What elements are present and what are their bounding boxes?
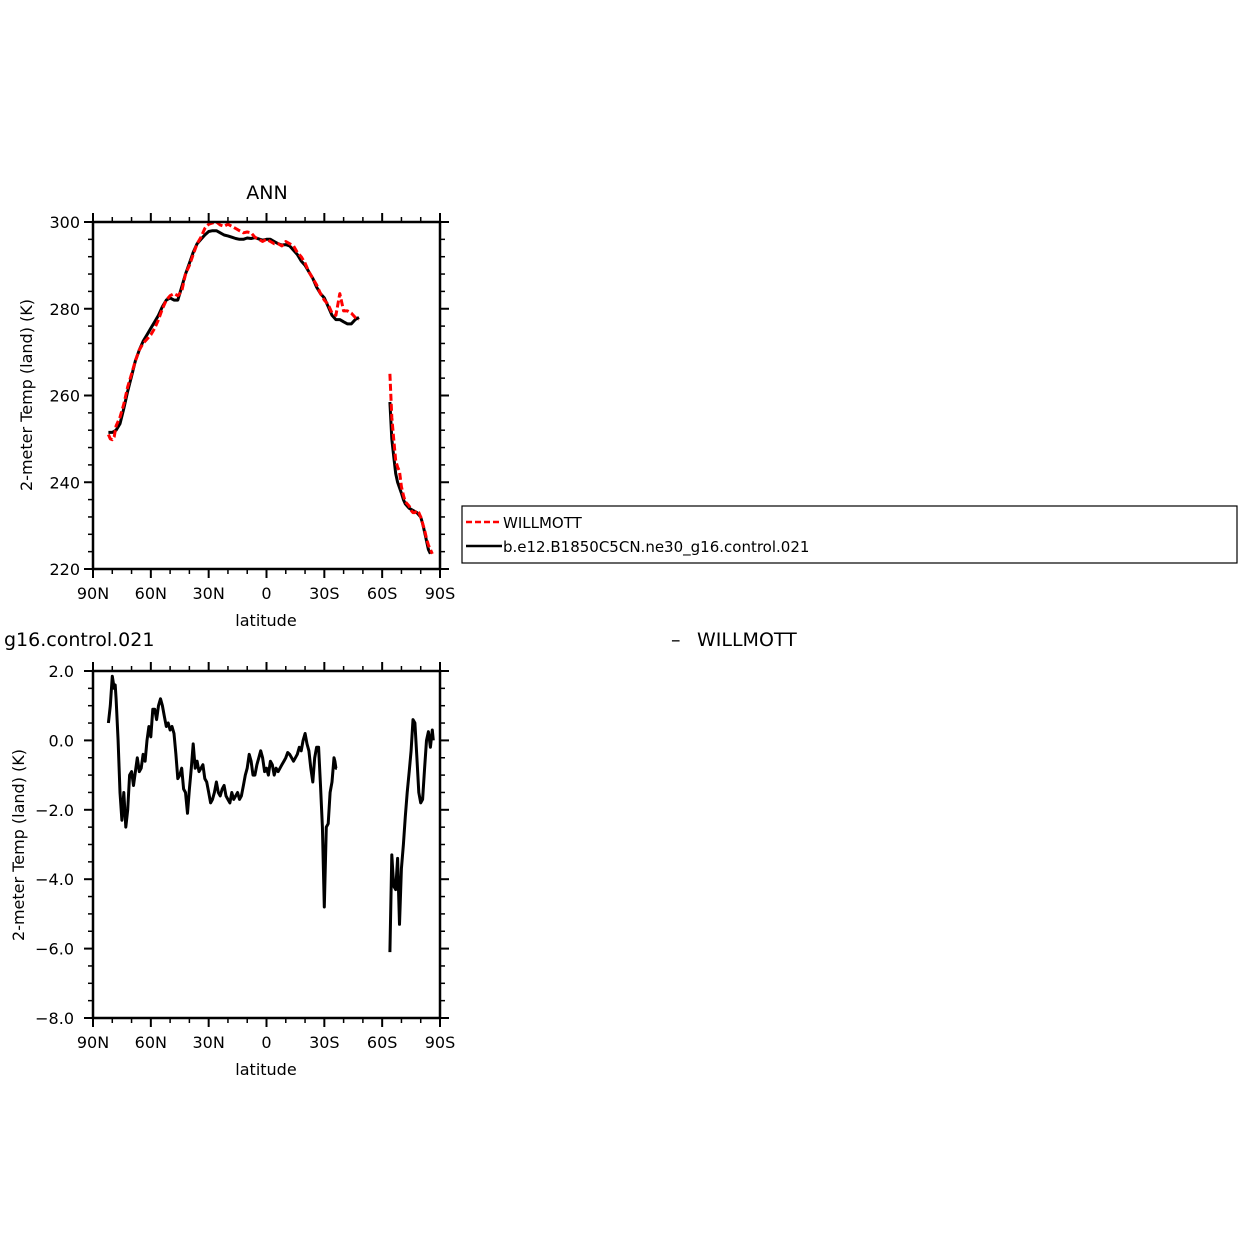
chart-top-xlabel: latitude xyxy=(235,611,296,630)
chart-top-ytick-label: 260 xyxy=(49,387,80,406)
chart-bottom-series-line-control xyxy=(388,718,435,953)
chart-top-xtick-label: 90S xyxy=(425,584,456,603)
legend-box xyxy=(461,505,1238,564)
chart-top-xtick-label: 60N xyxy=(135,584,167,603)
chart-top-ylabel: 2-meter Temp (land) (K) xyxy=(17,299,36,491)
chart-top-title: ANN xyxy=(246,182,287,204)
chart-bottom-xtick-label: 30N xyxy=(193,1033,225,1052)
chart-bottom-series-line-control xyxy=(106,674,338,909)
chart-bottom: g16.control.021 – WILLMOTT latitude 2-me… xyxy=(4,629,797,1079)
legend-label-willmott: WILLMOTT xyxy=(503,514,583,532)
chart-top-xtick-label: 60S xyxy=(367,584,398,603)
chart-top-xtick-label: 0 xyxy=(261,584,271,603)
chart-top-series xyxy=(107,220,434,555)
chart-top-frame xyxy=(91,220,442,571)
chart-bottom-ytick-label: 0.0 xyxy=(49,731,74,750)
chart-top-ytick-label: 240 xyxy=(49,473,80,492)
chart-bottom-xtick-label: 90S xyxy=(425,1033,456,1052)
chart-top-legend: WILLMOTT b.e12.B1850C5CN.ne30_g16.contro… xyxy=(461,505,1238,564)
chart-top: ANN latitude 2-meter Temp (land) (K) 90N… xyxy=(17,182,1238,630)
chart-bottom-ytick-label: −6.0 xyxy=(35,940,74,959)
chart-top-ytick-label: 300 xyxy=(49,213,80,232)
chart-top-series-line-willmott xyxy=(107,220,360,442)
chart-top-series-line-control xyxy=(108,229,360,434)
chart-bottom-xtick-label: 0 xyxy=(261,1033,271,1052)
chart-bottom-ytick-label: 2.0 xyxy=(49,662,74,681)
chart-top-ytick-label: 220 xyxy=(49,560,80,579)
chart-bottom-ytick-label: −8.0 xyxy=(35,1009,74,1028)
legend-label-control: b.e12.B1850C5CN.ne30_g16.control.021 xyxy=(503,538,809,557)
chart-top-xtick-label: 30N xyxy=(193,584,225,603)
chart-bottom-frame xyxy=(91,669,442,1020)
chart-bottom-xtick-label: 90N xyxy=(77,1033,109,1052)
chart-bottom-ytick-label: −4.0 xyxy=(35,870,74,889)
chart-bottom-subtitle-dash: – xyxy=(671,629,681,651)
chart-bottom-subtitle: WILLMOTT xyxy=(697,629,797,651)
chart-top-ticks: 90N 60N 30N 0 30S 60S 90S 220 240 260 280 300 xyxy=(49,213,455,603)
chart-bottom-xtick-label: 30S xyxy=(309,1033,340,1052)
chart-bottom-xtick-label: 60N xyxy=(135,1033,167,1052)
chart-top-xtick-label: 30S xyxy=(309,584,340,603)
chart-bottom-ylabel: 2-meter Temp (land) (K) xyxy=(9,749,28,941)
chart-bottom-ytick-label: −2.0 xyxy=(35,801,74,820)
chart-top-series-line-willmott xyxy=(388,373,434,555)
chart-bottom-xlabel: latitude xyxy=(235,1060,296,1079)
chart-bottom-xtick-label: 60S xyxy=(367,1033,398,1052)
chart-top-ytick-label: 280 xyxy=(49,300,80,319)
chart-bottom-title: g16.control.021 xyxy=(4,629,154,651)
chart-bottom-series xyxy=(106,674,435,953)
chart-top-xtick-label: 90N xyxy=(77,584,109,603)
